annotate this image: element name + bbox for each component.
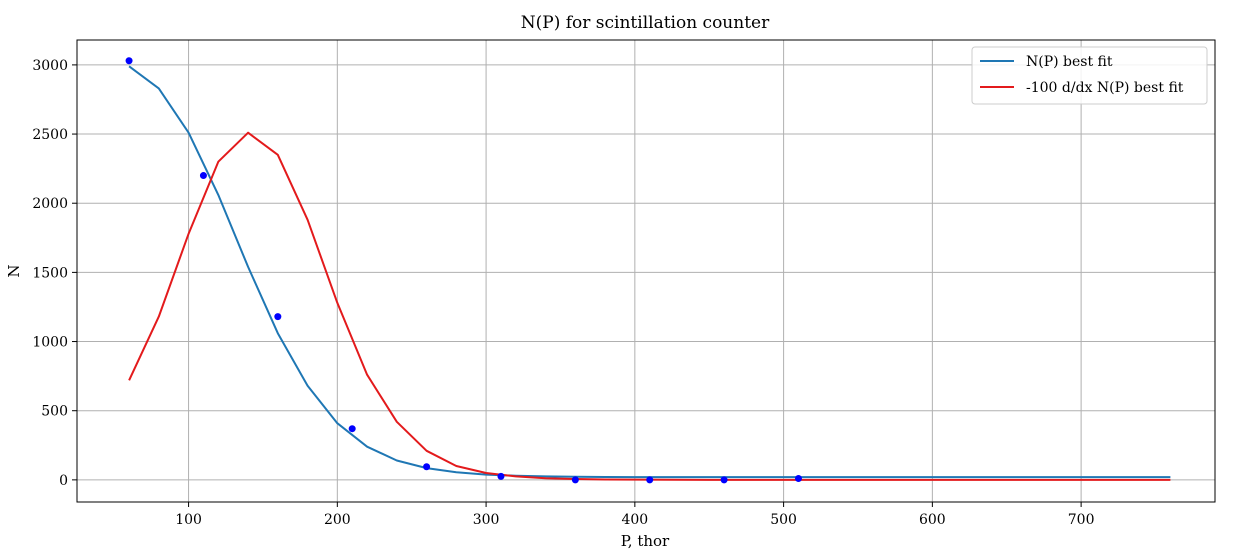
data-point [348, 425, 356, 433]
y-tick-label: 500 [41, 404, 68, 420]
data-point [199, 172, 207, 180]
legend-label-n-fit: N(P) best fit [1026, 54, 1113, 70]
x-tick-label: 100 [175, 512, 202, 528]
derivative-fit-line [128, 131, 1171, 481]
scatter-points [125, 57, 802, 484]
data-point [497, 472, 505, 480]
data-point [571, 476, 579, 484]
y-axis-label: N [5, 264, 23, 277]
data-point [423, 463, 431, 471]
grid [77, 40, 1215, 502]
plot-area-frame [76, 39, 1216, 503]
legend-box [971, 46, 1208, 105]
y-tick-label: 2500 [32, 127, 68, 143]
x-tick-label: 300 [473, 512, 500, 528]
y-axis-ticks: 0 500 1000 1500 2000 2500 3000 [32, 58, 77, 489]
y-tick-label: 1500 [32, 265, 68, 281]
x-tick-label: 400 [621, 512, 648, 528]
y-tick-label: 0 [59, 473, 68, 489]
legend: N(P) best fit -100 d/dx N(P) best fit [971, 46, 1208, 105]
y-tick-label: 3000 [32, 58, 68, 74]
y-tick-label: 1000 [32, 335, 68, 351]
chart-title: N(P) for scintillation counter [521, 13, 770, 33]
data-point [125, 57, 133, 65]
series-lines [128, 65, 1171, 481]
x-tick-label: 600 [919, 512, 946, 528]
data-point [646, 476, 654, 484]
x-tick-label: 500 [770, 512, 797, 528]
data-point [274, 313, 282, 321]
x-tick-label: 700 [1068, 512, 1095, 528]
data-point [720, 476, 728, 484]
x-axis-ticks: 100 200 300 400 500 600 700 [175, 502, 1094, 528]
legend-label-derivative-fit: -100 d/dx N(P) best fit [1026, 80, 1184, 96]
n-fit-line [128, 65, 1171, 479]
x-axis-label: P, thor [621, 532, 670, 550]
x-tick-label: 200 [324, 512, 351, 528]
y-tick-label: 2000 [32, 196, 68, 212]
data-point [794, 474, 802, 482]
